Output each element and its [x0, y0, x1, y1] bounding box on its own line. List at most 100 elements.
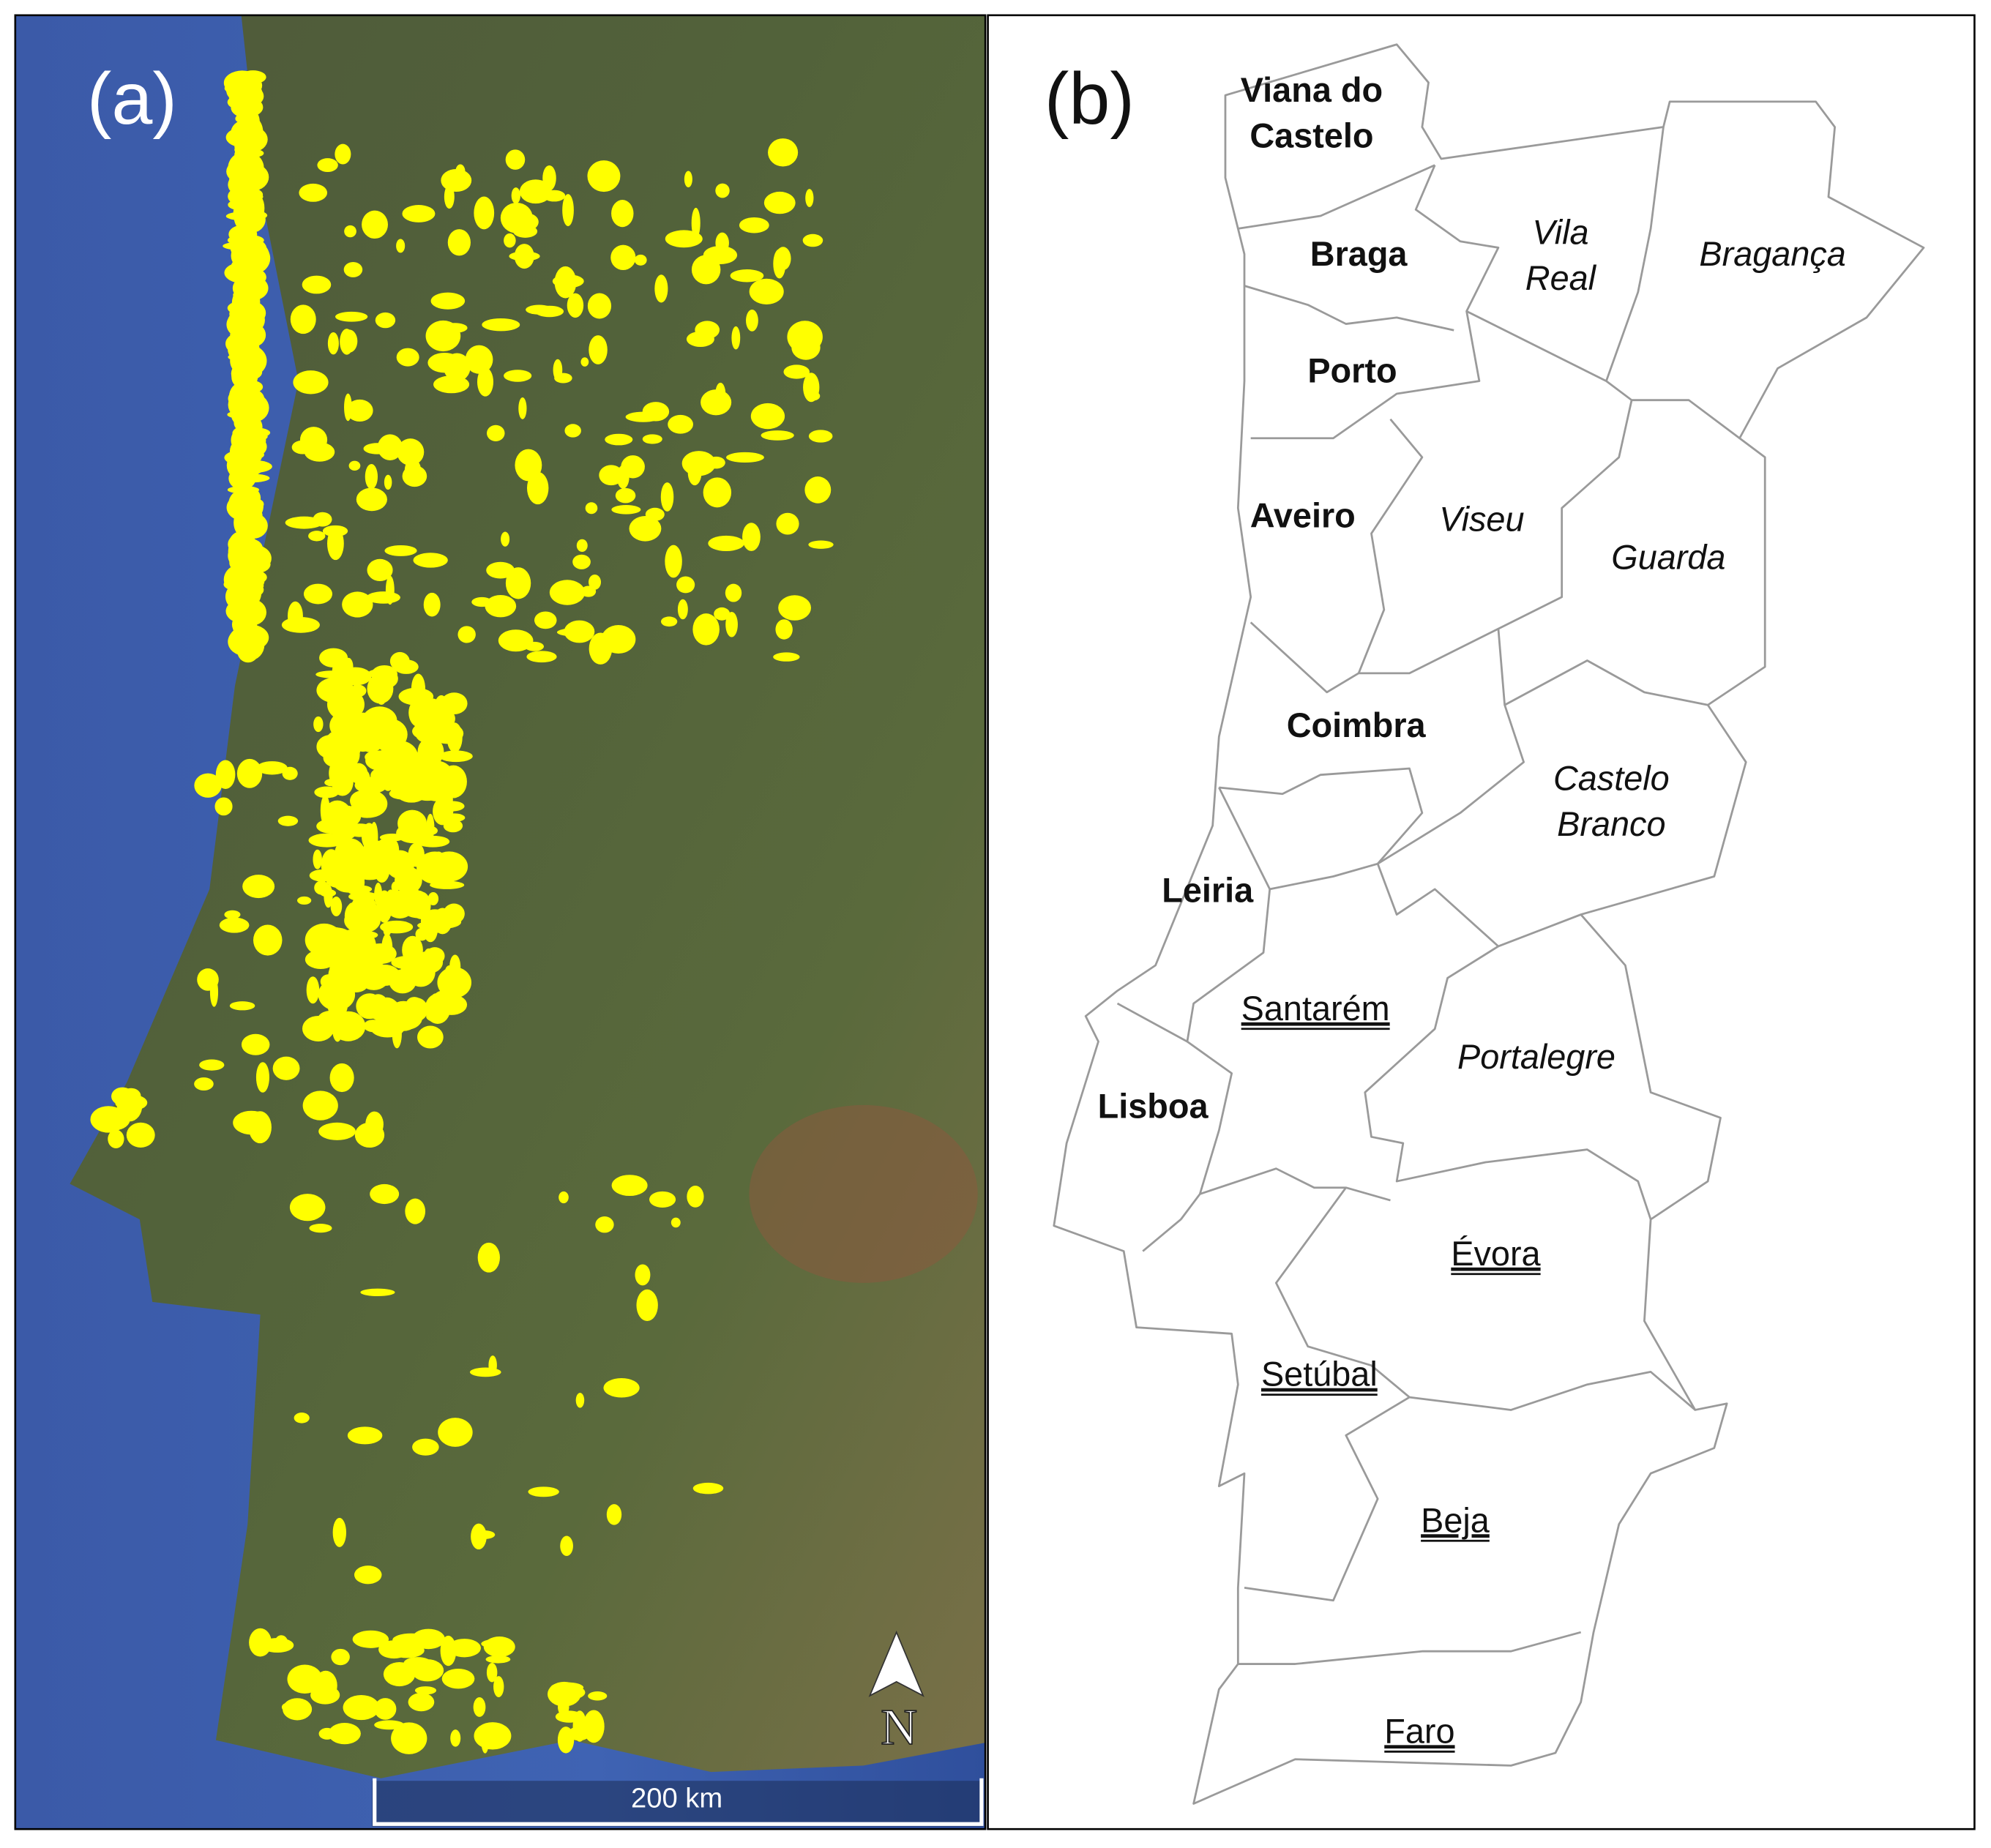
district-label: Castelo — [1553, 760, 1670, 798]
burned-patch — [231, 361, 258, 387]
burned-patch — [621, 455, 645, 479]
burned-patch — [365, 463, 378, 490]
district-label: Santarém — [1241, 990, 1390, 1028]
burned-patch — [290, 304, 316, 334]
district-label: Vila — [1532, 213, 1588, 251]
burned-patch — [427, 892, 439, 906]
burned-patch — [371, 665, 398, 684]
burned-patch — [348, 460, 361, 471]
burned-patch — [240, 351, 264, 360]
burned-patch — [654, 274, 668, 303]
district-label: Beja — [1421, 1501, 1490, 1539]
burned-patch — [625, 411, 661, 422]
burned-patch — [318, 1010, 345, 1028]
district-border — [1376, 863, 1582, 948]
district-border — [1219, 767, 1424, 865]
country-outline — [1053, 43, 1925, 1805]
burned-patch — [236, 83, 248, 114]
burned-patch — [411, 673, 426, 705]
burned-patch — [374, 882, 383, 906]
burned-patch — [485, 1655, 511, 1664]
burned-patch — [238, 599, 266, 626]
burned-patch — [430, 292, 466, 310]
burned-patch — [610, 244, 636, 271]
district-border — [1359, 400, 1633, 675]
burned-patch — [396, 348, 419, 367]
burned-patch — [783, 364, 810, 379]
burned-patch — [511, 187, 520, 204]
burned-patch — [481, 1639, 511, 1649]
burned-patch — [599, 465, 624, 486]
burned-patch — [219, 917, 250, 933]
burned-patch — [405, 1198, 426, 1224]
district-border — [1244, 285, 1454, 332]
burned-patch — [730, 269, 764, 283]
burned-patch — [272, 1056, 300, 1080]
panel-label: (b) — [1045, 58, 1135, 140]
burned-patch — [342, 591, 373, 618]
burned-patch — [526, 304, 553, 315]
burned-patch — [324, 948, 356, 957]
burned-patch — [477, 1242, 500, 1273]
burned-patch — [302, 1091, 338, 1121]
burned-patch — [776, 512, 799, 535]
burned-patch — [474, 196, 495, 230]
burned-patch — [528, 1486, 559, 1497]
district-label: Bragança — [1699, 235, 1845, 273]
burned-patch — [241, 1033, 270, 1055]
district-label: Porto — [1307, 352, 1397, 390]
burned-patch — [417, 921, 452, 930]
scale-bar-label: 200 km — [631, 1782, 722, 1814]
burned-patch — [665, 545, 682, 578]
burned-patch — [606, 1504, 622, 1525]
burned-patch — [587, 293, 612, 319]
burned-patch — [392, 1633, 430, 1647]
burned-patch — [335, 311, 368, 322]
burned-patch — [715, 232, 729, 254]
district-border — [1199, 1167, 1391, 1202]
burned-patch — [392, 1004, 423, 1030]
burned-patch — [725, 583, 742, 602]
burned-patch — [324, 730, 353, 761]
district-border — [1364, 945, 1652, 1220]
burned-patch — [299, 427, 328, 453]
burned-patch — [505, 567, 531, 599]
burned-patch — [691, 255, 721, 285]
burned-patch — [406, 965, 427, 975]
burned-patch — [742, 523, 761, 551]
burned-patch — [691, 207, 701, 239]
burned-patch — [515, 449, 542, 482]
burned-patch — [425, 947, 445, 965]
district-border — [1142, 1219, 1182, 1252]
burned-patch — [293, 370, 329, 394]
burned-patch — [488, 1355, 497, 1375]
burned-patch — [108, 1129, 124, 1148]
burned-patch — [344, 809, 355, 840]
burned-patch — [714, 607, 731, 621]
burned-patch — [423, 592, 441, 617]
burned-patch — [245, 452, 255, 474]
burned-patch — [605, 433, 633, 446]
burned-patch — [378, 1642, 403, 1658]
burned-patch — [634, 254, 647, 266]
district-border — [1503, 659, 1708, 706]
district-border — [1244, 1396, 1411, 1602]
burned-patch — [297, 896, 312, 905]
burned-patch — [329, 1063, 354, 1093]
burned-patch — [228, 389, 261, 420]
burned-patch — [253, 924, 283, 956]
burned-patch — [384, 890, 415, 919]
burned-patch — [481, 1725, 490, 1754]
burned-patch — [318, 1122, 356, 1140]
burned-patch — [805, 189, 814, 207]
burned-patch — [322, 525, 348, 537]
burned-patch — [416, 1025, 444, 1049]
burned-patch — [344, 902, 362, 929]
district-label: Portalegre — [1457, 1038, 1615, 1076]
burned-patch — [332, 1517, 346, 1547]
burned-patch — [504, 233, 516, 248]
burned-patch — [808, 430, 833, 443]
burned-patch — [325, 871, 353, 885]
burned-patch — [313, 716, 324, 733]
burned-patch — [649, 1191, 676, 1208]
